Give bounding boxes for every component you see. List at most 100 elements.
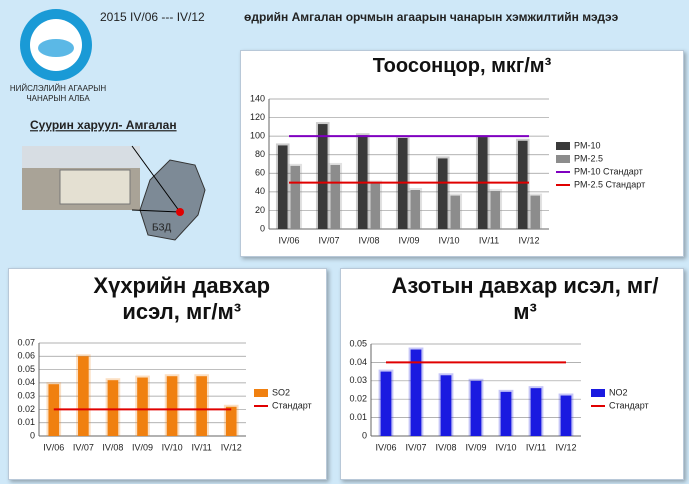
bar	[410, 190, 421, 229]
x-tick-label: IV/06	[278, 235, 299, 245]
y-tick-label: 0.06	[17, 351, 35, 361]
y-tick-label: 0.04	[349, 357, 367, 367]
logo-text: НИЙСЛЭЛИЙН АГААРЫН	[10, 84, 106, 93]
legend-label: PM-10 Стандарт	[574, 166, 643, 176]
bar	[107, 380, 119, 436]
chart-panel: 0 20 40 60 80 100 120 140 IV/06 IV/07 IV/08 IV/09 IV…	[240, 50, 684, 257]
x-tick-label: IV/09	[132, 442, 153, 452]
x-tick-label: IV/11	[479, 235, 499, 245]
chart: 0 0.01 0.02 0.03 0.04 0.05 IV/06 IV/07 IV/08 IV/0…	[349, 338, 649, 452]
chart-panel: 0 0.01 0.02 0.03 0.04 0.05 0.06 0.07 IV/06 IV/07 I…	[8, 268, 327, 480]
x-tick-label: IV/08	[102, 442, 123, 452]
bar	[517, 140, 528, 229]
pointer	[131, 209, 181, 213]
x-tick-label: IV/07	[73, 442, 94, 452]
x-tick-label: IV/07	[405, 442, 426, 452]
legend-label: Стандарт	[272, 400, 312, 410]
chart-title: Тоосонцор, мкг/м³	[372, 55, 552, 77]
pointer	[131, 145, 181, 213]
chart-panel: 0 0.01 0.02 0.03 0.04 0.05 IV/06 IV/07 IV/08 IV/0…	[340, 268, 684, 480]
x-tick-label: IV/07	[318, 235, 339, 245]
y-tick-label: 60	[255, 168, 265, 178]
legend-swatch	[556, 155, 570, 163]
bar	[78, 356, 89, 436]
legend-label: PM-2.5 Стандарт	[574, 179, 645, 189]
photo-sky	[22, 146, 140, 168]
x-tick-label: IV/10	[438, 235, 459, 245]
y-tick-label: 140	[250, 93, 265, 103]
station-dot	[176, 208, 184, 216]
y-tick-label: 0.02	[349, 394, 367, 404]
bar	[277, 145, 288, 229]
y-tick-label: 0.07	[17, 337, 35, 347]
legend-label: NO2	[609, 387, 628, 397]
legend-label: PM-10	[574, 140, 601, 150]
bar	[166, 376, 178, 436]
chart: 0 20 40 60 80 100 120 140 IV/06 IV/07 IV/08 IV/09 IV…	[250, 93, 645, 245]
y-tick-label: 0.01	[349, 412, 367, 422]
bar	[470, 380, 482, 436]
y-tick-label: 0.05	[349, 338, 367, 348]
y-tick-label: 0	[260, 223, 265, 233]
bar	[450, 195, 461, 229]
legend-swatch	[556, 142, 570, 150]
y-tick-label: 40	[255, 186, 265, 196]
bar	[370, 182, 381, 229]
x-tick-label: IV/08	[358, 235, 379, 245]
x-tick-label: IV/12	[221, 442, 242, 452]
bar	[225, 406, 237, 436]
legend-label: Стандарт	[609, 400, 649, 410]
x-tick-label: IV/11	[191, 442, 211, 452]
bar	[410, 349, 422, 436]
x-tick-label: IV/09	[465, 442, 486, 452]
bar	[380, 371, 392, 436]
bar	[490, 190, 501, 229]
header-period: 2015 IV/06 --- IV/12	[100, 10, 205, 24]
bar	[530, 195, 541, 229]
x-tick-label: IV/12	[555, 442, 576, 452]
y-tick-label: 80	[255, 149, 265, 159]
x-tick-label: IV/10	[162, 442, 183, 452]
chart-title: Азотын давхар исэл, мг/м³	[391, 273, 659, 324]
bar	[530, 388, 542, 436]
x-tick-label: IV/10	[495, 442, 516, 452]
chart-title: Хүхрийн давхар исэл, мг/м³	[93, 273, 271, 324]
bar	[290, 165, 301, 229]
y-tick-label: 0.01	[17, 417, 35, 427]
legend-label: PM-2.5	[574, 153, 603, 163]
district-map	[139, 159, 206, 241]
x-tick-label: IV/08	[435, 442, 456, 452]
bar	[196, 376, 207, 436]
bar	[500, 391, 512, 436]
legend-label: SO2	[272, 387, 290, 397]
chart: 0 0.01 0.02 0.03 0.04 0.05 0.06 0.07 IV/06 IV/07 I…	[17, 337, 312, 452]
y-tick-label: 0.03	[17, 391, 35, 401]
legend-swatch	[591, 389, 605, 397]
y-tick-label: 0.05	[17, 364, 35, 374]
x-tick-label: IV/06	[375, 442, 396, 452]
legend-swatch	[254, 389, 268, 397]
bar	[317, 124, 328, 229]
district-label: БЗД	[152, 223, 171, 234]
bar	[330, 164, 341, 229]
x-tick-label: IV/12	[518, 235, 539, 245]
x-tick-label: IV/06	[43, 442, 64, 452]
bar	[440, 375, 452, 436]
y-tick-label: 0.03	[349, 375, 367, 385]
bar	[437, 158, 448, 229]
y-tick-label: 100	[250, 131, 265, 141]
bar	[560, 395, 572, 436]
x-tick-label: IV/11	[526, 442, 546, 452]
header-title: өдрийн Амгалан орчмын агаарын чанарын хэ…	[244, 10, 619, 24]
y-tick-label: 0	[362, 430, 367, 440]
y-tick-label: 20	[255, 205, 265, 215]
y-tick-label: 0	[30, 430, 35, 440]
y-tick-label: 120	[250, 112, 265, 122]
logo-text: ЧАНАРЫН АЛБА	[26, 94, 90, 103]
station-label: Суурин харуул- Амгалан	[30, 118, 177, 132]
logo-cloud	[38, 39, 74, 57]
y-tick-label: 0.04	[17, 377, 35, 387]
x-tick-label: IV/09	[398, 235, 419, 245]
